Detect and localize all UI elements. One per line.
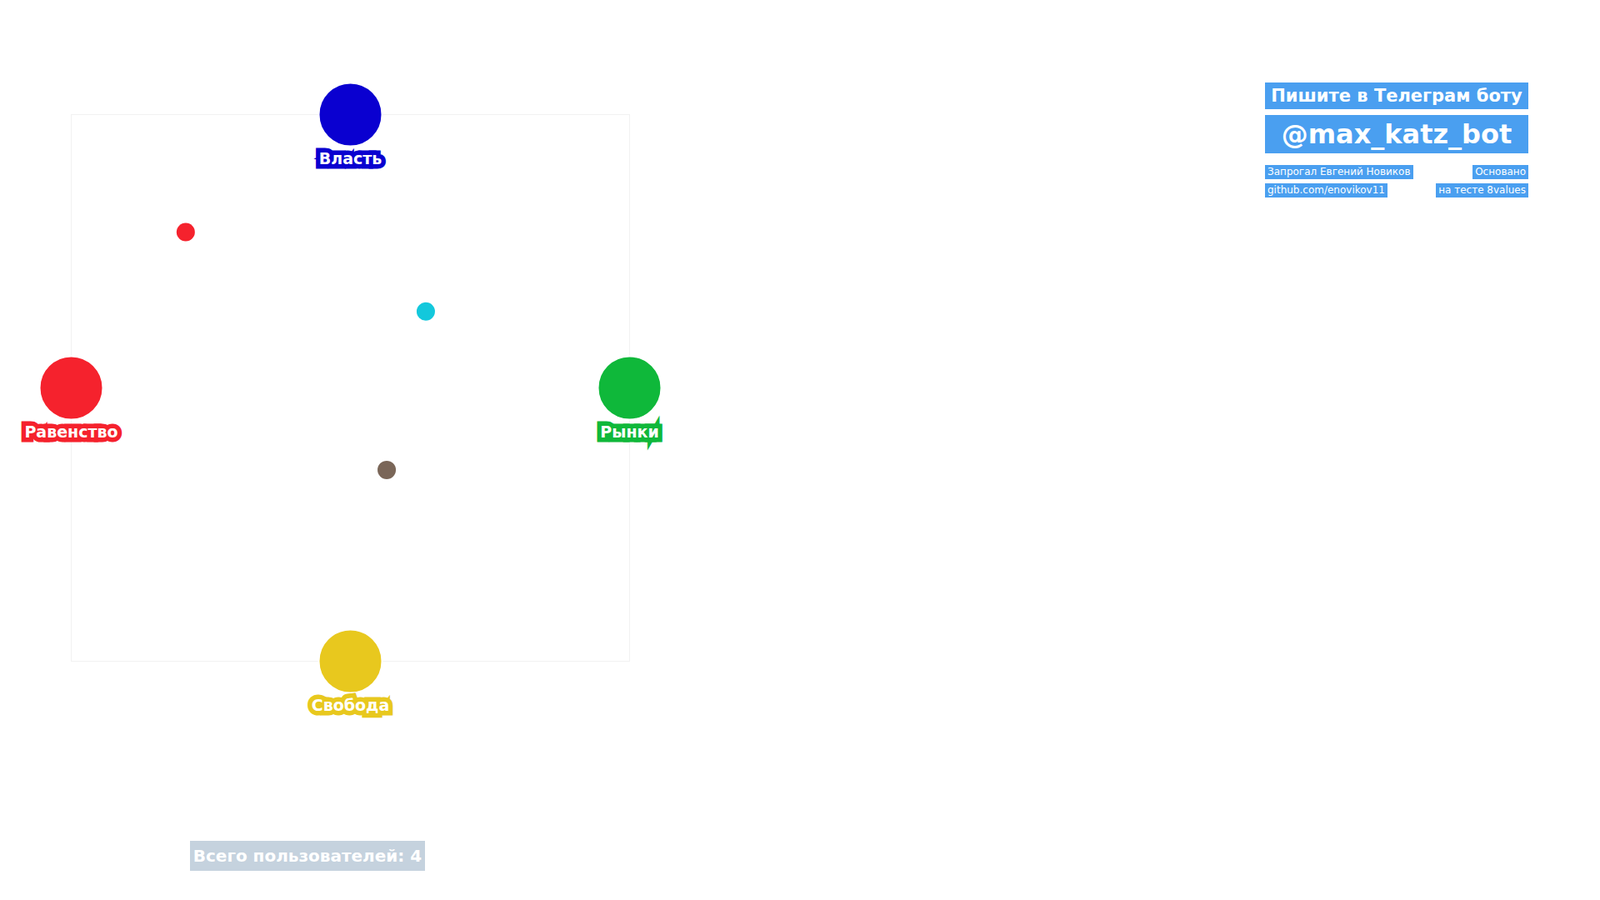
html-text:Основано: Основано [1475, 165, 1526, 178]
svg-text:Власть: Власть [319, 149, 383, 168]
svg-text:Равенство: Равенство [24, 422, 118, 441]
html-text:Запрогал Евгений Новиков: Запрогал Евгений Новиков [1267, 165, 1411, 178]
html-text:github.com/enovikov11: github.com/enovikov11 [1267, 184, 1385, 196]
html-text:Пишите в Телеграм боту: Пишите в Телеграм боту [1271, 85, 1523, 106]
svg-text:Рынки: Рынки [600, 422, 659, 441]
html-text:на тесте 8values: на тесте 8values [1438, 184, 1526, 196]
svg-text:Свобода: Свобода [311, 695, 390, 715]
html-text:@max_katz_bot: @max_katz_bot [1281, 118, 1512, 150]
html-text:Всего пользователей: 4: Всего пользователей: 4 [193, 845, 422, 866]
